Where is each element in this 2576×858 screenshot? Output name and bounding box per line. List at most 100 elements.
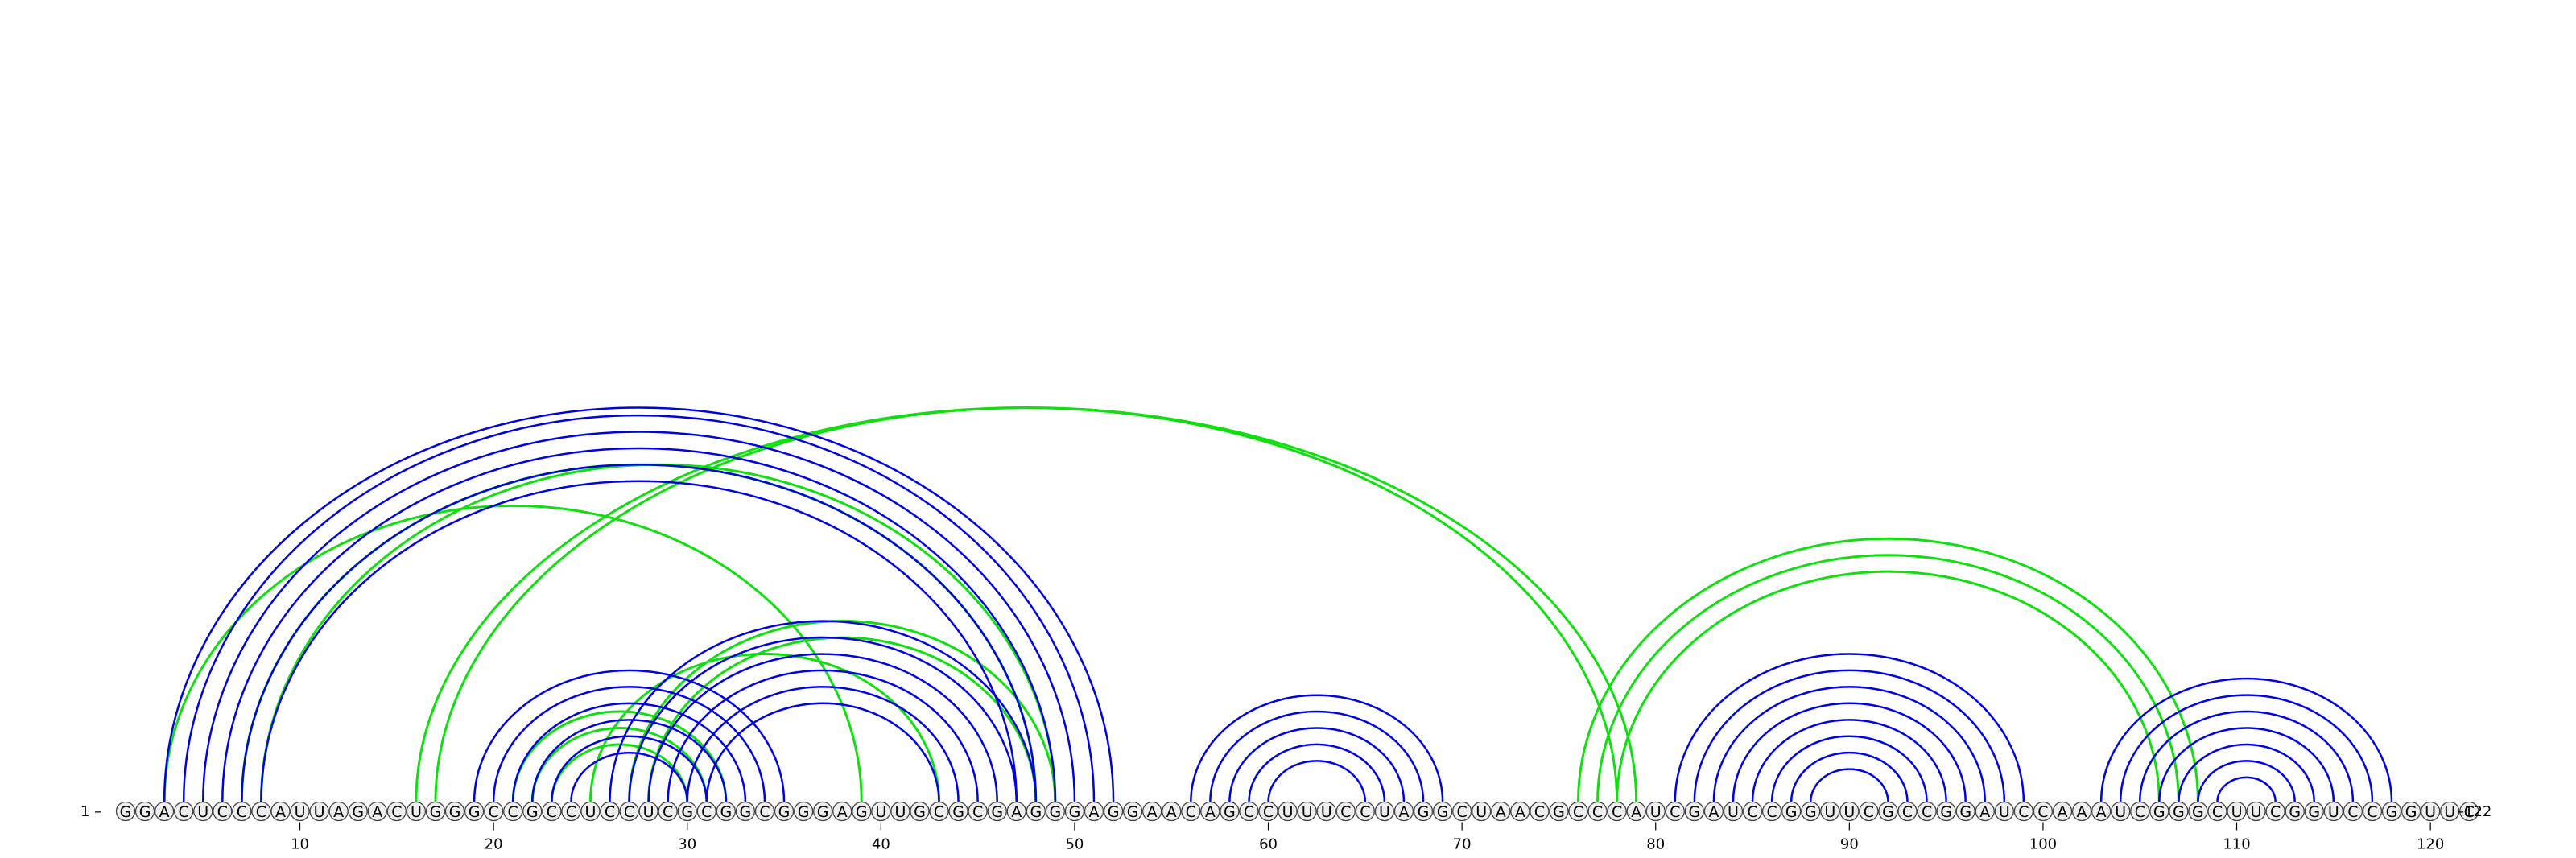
nucleotide-circle bbox=[696, 801, 716, 822]
nucleotide-circle bbox=[2362, 801, 2383, 822]
nucleotide-circle bbox=[232, 801, 252, 822]
green-arc bbox=[530, 726, 708, 802]
nucleotide-letter: U bbox=[875, 803, 886, 821]
nucleotide-letter: G bbox=[1940, 803, 1952, 821]
nucleotide-letter: C bbox=[663, 803, 673, 821]
nucleotide-letter: G bbox=[2153, 803, 2165, 821]
nucleotide-letter: U bbox=[1999, 803, 2010, 821]
nucleotide-circle bbox=[2440, 801, 2460, 822]
nucleotide-letter: U bbox=[295, 803, 306, 821]
nucleotide-letter: C bbox=[2367, 803, 2377, 821]
blue-arc bbox=[551, 735, 708, 802]
nucleotide-letter: G bbox=[1418, 803, 1430, 821]
nucleotide-letter: C bbox=[2347, 803, 2358, 821]
nucleotide-letter: C bbox=[1534, 803, 1545, 821]
nucleotide-circle bbox=[270, 801, 291, 822]
tick-label: 50 bbox=[1065, 836, 1084, 853]
nucleotide-letter: U bbox=[1476, 803, 1487, 821]
nucleotide-circle bbox=[1936, 801, 1956, 822]
blue-arc bbox=[647, 653, 998, 802]
nucleotide-letter: C bbox=[1340, 803, 1351, 821]
nucleotide-circle bbox=[600, 801, 620, 822]
nucleotide-circle bbox=[1742, 801, 1763, 822]
nucleotide-circle bbox=[1801, 801, 1821, 822]
blue-arc bbox=[1770, 735, 1928, 802]
nucleotide-letter: A bbox=[2096, 803, 2107, 821]
nucleotide-circle bbox=[2381, 801, 2402, 822]
nucleotide-circle bbox=[444, 801, 465, 822]
nucleotide-circle bbox=[1451, 801, 1472, 822]
tick-label: 20 bbox=[485, 836, 503, 853]
blue-arc bbox=[2119, 694, 2374, 802]
nucleotide-letter: C bbox=[488, 803, 498, 821]
nucleotide-circle bbox=[1162, 801, 1182, 822]
nucleotide-letter: C bbox=[1456, 803, 1467, 821]
nucleotide-circle bbox=[2285, 801, 2305, 822]
nucleotide-letter: G bbox=[1224, 803, 1236, 821]
nucleotide-circle bbox=[2265, 801, 2285, 822]
nucleotide-circle bbox=[1684, 801, 1705, 822]
blue-arc bbox=[2178, 743, 2316, 802]
nucleotide-circle bbox=[619, 801, 639, 822]
nucleotide-letter: C bbox=[701, 803, 712, 821]
nucleotide-letter: A bbox=[1089, 803, 1100, 821]
nucleotide-circle bbox=[1839, 801, 1860, 822]
nucleotide-letter: C bbox=[2212, 803, 2223, 821]
nucleotide-circle bbox=[832, 801, 852, 822]
nucleotide-letter: C bbox=[2037, 803, 2048, 821]
nucleotide-circle bbox=[1607, 801, 1627, 822]
nucleotide-letter: U bbox=[1379, 803, 1390, 821]
nucleotide-circle bbox=[1239, 801, 1259, 822]
nucleotide-circle bbox=[1761, 801, 1782, 822]
nucleotide-circle bbox=[503, 801, 523, 822]
blue-arc bbox=[1732, 702, 1967, 802]
nucleotide-letter: G bbox=[1959, 803, 1971, 821]
nucleotide-letter: G bbox=[1108, 803, 1120, 821]
nucleotide-circle bbox=[1955, 801, 1975, 822]
green-arc bbox=[1577, 537, 2199, 802]
nucleotide-circle bbox=[813, 801, 833, 822]
nucleotide-letter: C bbox=[1592, 803, 1603, 821]
nucleotide-circle bbox=[425, 801, 446, 822]
nucleotide-circle bbox=[1374, 801, 1395, 822]
nucleotide-letter: U bbox=[2328, 803, 2339, 821]
nucleotide-letter: G bbox=[817, 803, 829, 821]
nucleotide-letter: G bbox=[2173, 803, 2185, 821]
nucleotide-letter: U bbox=[894, 803, 906, 821]
nucleotide-circle bbox=[910, 801, 930, 822]
nucleotide-circle bbox=[948, 801, 968, 822]
nucleotide-circle bbox=[2227, 801, 2247, 822]
nucleotide-letter: C bbox=[1360, 803, 1370, 821]
nucleotide-letter: C bbox=[1573, 803, 1583, 821]
nucleotide-letter: C bbox=[972, 803, 983, 821]
nucleotide-circle bbox=[1645, 801, 1666, 822]
nucleotide-circle bbox=[1181, 801, 1201, 822]
nucleotide-letter: U bbox=[643, 803, 654, 821]
nucleotide-letter: A bbox=[372, 803, 382, 821]
arc-layer bbox=[163, 406, 2393, 802]
nucleotide-letter: C bbox=[759, 803, 770, 821]
nucleotide-circle bbox=[1568, 801, 1588, 822]
nucleotide-letter: C bbox=[547, 803, 557, 821]
nucleotide-circle bbox=[542, 801, 562, 822]
tick-label: 110 bbox=[2223, 836, 2250, 853]
nucleotide-circle bbox=[1975, 801, 1995, 822]
nucleotide-letter: C bbox=[566, 803, 576, 821]
nucleotide-letter: U bbox=[411, 803, 422, 821]
nucleotide-circle bbox=[1064, 801, 1085, 822]
nucleotide-circle bbox=[1122, 801, 1143, 822]
nucleotide-letter: G bbox=[2308, 803, 2320, 821]
nucleotide-circle bbox=[1510, 801, 1530, 822]
blue-arc bbox=[492, 686, 766, 802]
nucleotide-letter: C bbox=[1186, 803, 1196, 821]
tick-label: 70 bbox=[1453, 836, 1472, 853]
nucleotide-letter: C bbox=[179, 803, 189, 821]
nucleotide-letter: U bbox=[1302, 803, 1313, 821]
nucleotide-circle bbox=[2420, 801, 2441, 822]
nucleotide-letter: A bbox=[1979, 803, 1990, 821]
blue-arc bbox=[1751, 718, 1947, 802]
green-arc bbox=[511, 710, 728, 802]
start-label: 1 – bbox=[80, 803, 101, 820]
blue-arc bbox=[1209, 710, 1425, 802]
